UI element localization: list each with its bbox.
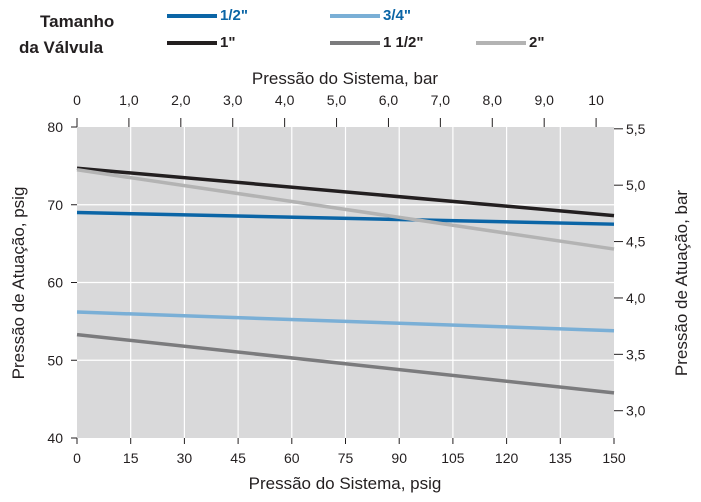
legend: Tamanho da Válvula 1/2" 3/4" 1" 1 1/2" 2" — [19, 7, 544, 57]
series-group — [76, 166, 615, 395]
x-axis-title: Pressão do Sistema, psig — [249, 474, 442, 493]
x-tick-label: 30 — [177, 450, 193, 466]
x2-axis-title: Pressão do Sistema, bar — [252, 69, 438, 88]
y2-tick-label: 5,5 — [626, 121, 646, 137]
x-tick-label: 60 — [284, 450, 300, 466]
y2-tick-label: 4,5 — [626, 234, 646, 250]
x2-tick-label: 4,0 — [275, 92, 295, 108]
x-tick-label: 105 — [441, 450, 465, 466]
x2-tick-label: 7,0 — [431, 92, 451, 108]
y-tick-label: 50 — [47, 352, 63, 368]
x-tick-label: 90 — [391, 450, 407, 466]
axes: 0 15 30 45 60 75 90 105 120 135 150 40 50 60 70 80 0 1,0 2… — [47, 92, 645, 466]
x2-tick-label: 8,0 — [483, 92, 503, 108]
grid — [77, 127, 614, 438]
x2-tick-label: 2,0 — [171, 92, 191, 108]
legend-label: 2" — [529, 34, 544, 51]
x2-tick-label: 1,0 — [119, 92, 139, 108]
x-tick-label: 0 — [73, 450, 81, 466]
x-tick-label: 150 — [602, 450, 626, 466]
y2-tick-label: 5,0 — [626, 177, 646, 193]
legend-label: 1" — [220, 34, 235, 51]
x-tick-label: 15 — [123, 450, 139, 466]
y-tick-label: 60 — [47, 275, 63, 291]
legend-title-line1: Tamanho — [40, 12, 114, 31]
x-tick-label: 135 — [549, 450, 573, 466]
legend-label: 1 1/2" — [383, 34, 423, 51]
x2-tick-label: 3,0 — [223, 92, 243, 108]
y-tick-label: 40 — [47, 430, 63, 446]
y2-tick-label: 4,0 — [626, 290, 646, 306]
x2-tick-label: 0 — [73, 92, 81, 108]
series-line — [76, 210, 615, 226]
x2-tick-label: 9,0 — [534, 92, 554, 108]
series-line — [76, 166, 615, 218]
y-axis-title: Pressão de Atuação, psig — [9, 187, 28, 380]
series-line — [76, 332, 615, 395]
legend-label: 1/2" — [220, 7, 248, 24]
y2-tick-label: 3,0 — [626, 403, 646, 419]
x2-tick-label: 6,0 — [379, 92, 399, 108]
y2-axis-title: Pressão de Atuação, bar — [672, 190, 691, 377]
legend-label: 3/4" — [383, 7, 411, 24]
series-line — [76, 310, 615, 333]
x-tick-label: 120 — [495, 450, 519, 466]
series-line — [76, 168, 615, 251]
x-tick-label: 45 — [230, 450, 246, 466]
x-tick-label: 75 — [338, 450, 354, 466]
x2-tick-label: 10 — [588, 92, 604, 108]
y-tick-label: 80 — [47, 119, 63, 135]
y2-tick-label: 3,5 — [626, 346, 646, 362]
y-tick-label: 70 — [47, 197, 63, 213]
x2-tick-label: 5,0 — [327, 92, 347, 108]
legend-title-line2: da Válvula — [19, 38, 104, 57]
